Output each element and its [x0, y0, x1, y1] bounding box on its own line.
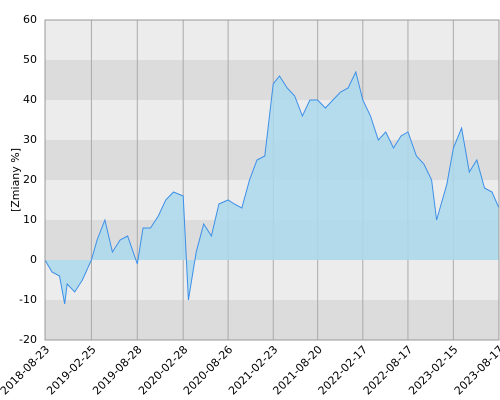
y-tick-label: 60 [23, 13, 37, 26]
y-tick-label: 0 [30, 253, 37, 266]
grid-band [45, 300, 499, 340]
y-tick-label: 10 [23, 213, 37, 226]
y-tick-label: 40 [23, 93, 37, 106]
y-tick-label: 30 [23, 133, 37, 146]
y-tick-label: -20 [19, 333, 37, 346]
line [44, 70, 500, 305]
area [45, 72, 499, 304]
grid-band [45, 20, 499, 60]
plot-frame [44, 19, 500, 341]
grid-band [45, 260, 499, 300]
y-tick-label: 20 [23, 173, 37, 186]
y-axis-label: [Zmiany %] [9, 148, 22, 212]
y-tick-label: -10 [19, 293, 37, 306]
y-tick-label: 50 [23, 53, 37, 66]
